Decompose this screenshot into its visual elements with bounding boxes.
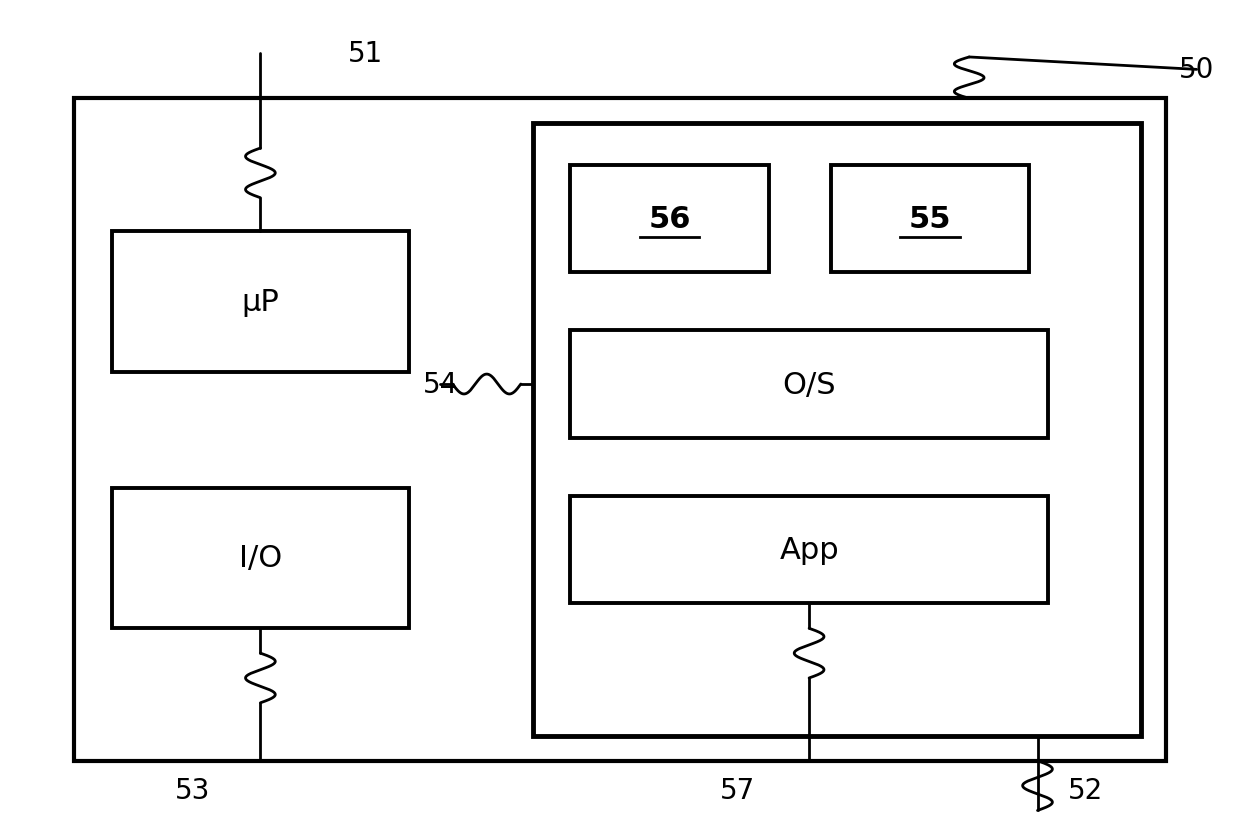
Text: 57: 57 bbox=[720, 776, 755, 804]
Text: 53: 53 bbox=[175, 776, 210, 804]
Text: O/S: O/S bbox=[782, 370, 836, 399]
Bar bbox=[112, 232, 409, 372]
Bar bbox=[570, 496, 1048, 604]
Text: App: App bbox=[779, 535, 839, 565]
Bar bbox=[831, 165, 1029, 273]
Bar bbox=[570, 165, 769, 273]
Text: 51: 51 bbox=[348, 40, 383, 68]
Text: 54: 54 bbox=[423, 370, 458, 399]
Text: 50: 50 bbox=[1179, 56, 1214, 84]
Text: 52: 52 bbox=[1068, 776, 1102, 804]
Text: μP: μP bbox=[242, 287, 279, 317]
Bar bbox=[74, 99, 1166, 761]
Text: I/O: I/O bbox=[239, 543, 281, 573]
Bar bbox=[533, 124, 1141, 736]
Text: 55: 55 bbox=[909, 204, 951, 234]
Text: 56: 56 bbox=[649, 204, 691, 234]
Bar bbox=[112, 488, 409, 629]
Bar bbox=[570, 331, 1048, 438]
